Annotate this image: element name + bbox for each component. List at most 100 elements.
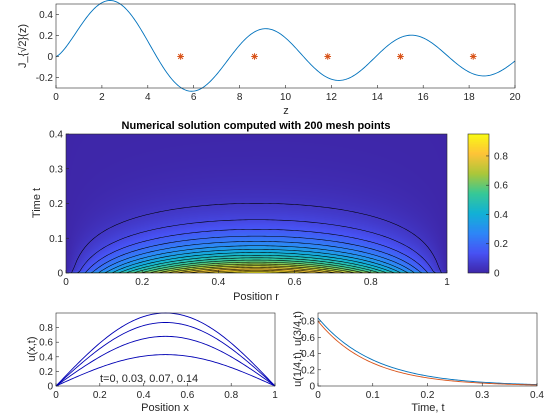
heatmap-x-tick-label: 0.6	[288, 277, 302, 288]
contour-line	[66, 219, 447, 273]
profiles-x-tick-label: 1	[272, 390, 278, 401]
bessel-ticks: 0 2 4 6 8 10 12 14 16 18 20 -0.2 0 0.2 0.4	[36, 10, 521, 103]
contour-line	[66, 268, 447, 273]
contour-line	[66, 235, 447, 273]
contour-line	[66, 229, 447, 273]
bessel-y-tick-label: 0	[47, 52, 53, 63]
bessel-zero-marker	[177, 53, 184, 60]
bessel-zero-marker	[469, 53, 477, 60]
bessel-x-tick-label: 14	[372, 92, 384, 103]
heatmap-ticks: 0 0.2 0.4 0.6 0.8 1 0 0.1 0.2 0.3 0.4	[49, 130, 450, 289]
heatmap-y-tick-label: 0.3	[49, 164, 63, 175]
heatmap-panel: Numerical solution computed with 200 mes…	[31, 120, 508, 303]
heatmap-contours	[66, 203, 447, 273]
bessel-x-tick-label: 20	[509, 92, 521, 103]
heatmap-x-tick-label: 0.8	[364, 277, 378, 288]
heatmap-x-tick-label: 0.4	[211, 277, 225, 288]
bessel-x-tick-label: 6	[191, 92, 197, 103]
decay-panel: 0 0.1 0.2 0.3 0.4 0 0.2 0.4 0.6 0.8 Time, t u(1/4…	[292, 311, 544, 414]
bessel-x-tick-label: 8	[237, 92, 243, 103]
contour-line	[66, 265, 447, 273]
decay-y-tick-label: 0.4	[301, 349, 315, 360]
bessel-x-tick-label: 10	[280, 92, 292, 103]
bessel-x-tick-label: 0	[53, 92, 59, 103]
contour-line	[66, 267, 447, 273]
heatmap-y-tick-label: 0.1	[49, 234, 63, 245]
heatmap-y-tick-label: 0	[57, 269, 63, 280]
colorbar-tick-label: 0	[494, 269, 500, 280]
profiles-y-tick-label: 0.4	[39, 352, 53, 363]
profile-curve	[55, 335, 276, 387]
heatmap-y-axis-label: Time t	[31, 188, 43, 218]
profiles-x-tick-label: 0.6	[180, 390, 194, 401]
bessel-zero-marker	[324, 53, 332, 60]
profiles-ticks: 0 0.2 0.4 0.6 0.8 1 0 0.2 0.4 0.6 0.8	[39, 323, 278, 401]
decay-y-tick-label: 0	[309, 382, 315, 393]
contour-line	[66, 270, 447, 273]
bessel-y-tick-label: 0.2	[39, 31, 53, 42]
contour-line	[66, 203, 447, 273]
contour-line	[66, 241, 447, 273]
bessel-x-tick-label: 16	[418, 92, 430, 103]
profiles-x-tick-label: 0	[53, 390, 59, 401]
contour-line	[66, 252, 447, 273]
bessel-curve	[55, 0, 516, 92]
bessel-y-axis-label: J_{√2}(z)	[17, 24, 29, 68]
decay-curve	[317, 320, 538, 386]
bessel-x-tick-label: 2	[99, 92, 105, 103]
profiles-x-tick-label: 0.8	[224, 390, 238, 401]
contour-line	[66, 255, 447, 273]
profiles-annotation: t=0, 0.03, 0.07, 0.14	[100, 373, 198, 385]
bessel-x-tick-label: 18	[464, 92, 476, 103]
profiles-y-tick-label: 0.8	[39, 323, 53, 334]
decay-x-tick-label: 0.4	[530, 390, 544, 401]
colorbar-tick-label: 0.4	[494, 210, 508, 221]
profiles-x-tick-label: 0.4	[137, 390, 151, 401]
profiles-plot-area	[55, 312, 276, 387]
profiles-axes-box	[55, 312, 276, 387]
contour-line	[66, 263, 447, 273]
profiles-y-tick-label: 0.2	[39, 367, 53, 378]
decay-x-tick-label: 0.2	[421, 390, 435, 401]
colorbar-box	[467, 133, 490, 274]
profiles-x-tick-label: 0.2	[93, 390, 107, 401]
profiles-x-axis-label: Position x	[141, 402, 189, 414]
profiles-panel: 0 0.2 0.4 0.6 0.8 1 0 0.2 0.4 0.6 0.8 t=0, 0.03, 0…	[26, 312, 278, 414]
bessel-zero-marker	[397, 53, 404, 60]
colorbar-ticks: 0 0.2 0.4 0.6 0.8	[486, 151, 508, 280]
heatmap-x-axis-label: Position r	[233, 291, 279, 303]
bessel-y-tick-label: 0.4	[39, 10, 53, 21]
decay-ticks: 0 0.1 0.2 0.3 0.4 0 0.2 0.4 0.6 0.8	[301, 317, 544, 401]
decay-x-tick-label: 0.3	[475, 390, 489, 401]
heatmap-x-tick-label: 0.2	[135, 277, 149, 288]
heatmap-x-tick-label: 1	[444, 277, 450, 288]
profiles-y-tick-label: 0.6	[39, 338, 53, 349]
bessel-y-tick-label: -0.2	[36, 73, 54, 84]
decay-y-tick-label: 0.2	[301, 365, 315, 376]
colorbar-image	[468, 134, 489, 273]
bessel-zero-marker	[251, 53, 258, 60]
decay-y-axis-label: u(1/4,t), u(3/4,t)	[292, 311, 304, 387]
decay-x-axis-label: Time, t	[411, 402, 444, 414]
contour-line	[66, 259, 447, 273]
colorbar-tick-label: 0.6	[494, 181, 508, 192]
contour-line	[66, 271, 447, 273]
decay-y-tick-label: 0.8	[301, 317, 315, 328]
decay-y-tick-label: 0.6	[301, 333, 315, 344]
profile-curve	[55, 322, 276, 387]
contour-line	[66, 245, 447, 273]
colorbar-tick-label: 0.2	[494, 239, 508, 250]
heatmap-title: Numerical solution computed with 200 mes…	[122, 120, 391, 132]
contour-line	[66, 257, 447, 273]
bessel-x-axis-label: z	[283, 105, 289, 117]
bessel-panel: 0 2 4 6 8 10 12 14 16 18 20 -0.2 0 0.2 0.4 z J_{√2}(z)	[17, 0, 521, 117]
bessel-x-tick-label: 12	[326, 92, 338, 103]
heatmap-y-tick-label: 0.4	[49, 130, 63, 141]
profiles-y-tick-label: 0	[47, 382, 53, 393]
contour-line	[66, 261, 447, 273]
profiles-y-axis-label: u(x,t)	[26, 336, 38, 361]
bessel-plot-area	[55, 0, 516, 92]
contour-line	[66, 249, 447, 273]
decay-x-tick-label: 0	[315, 390, 321, 401]
